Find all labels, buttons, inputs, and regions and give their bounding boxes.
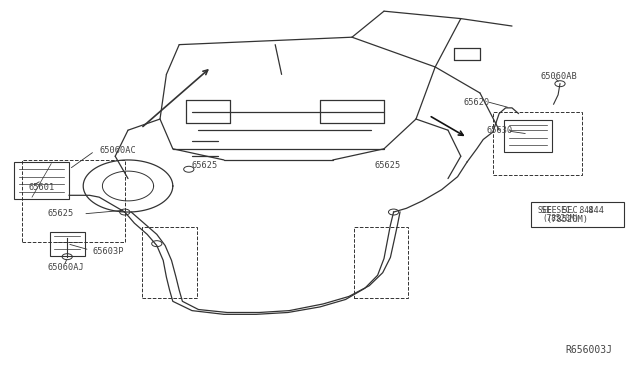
Bar xyxy=(493,112,582,175)
Text: SEE SEC. 844: SEE SEC. 844 xyxy=(541,206,604,215)
Text: (78520M): (78520M) xyxy=(546,215,588,224)
Text: 65603P: 65603P xyxy=(93,247,124,256)
Bar xyxy=(50,231,85,256)
Text: 65625: 65625 xyxy=(48,209,74,218)
Text: 65620: 65620 xyxy=(464,98,490,107)
Text: R656003J: R656003J xyxy=(565,345,612,355)
Bar xyxy=(143,227,197,298)
Text: 65060AB: 65060AB xyxy=(541,72,577,81)
Text: 65625: 65625 xyxy=(192,161,218,170)
Bar xyxy=(504,120,552,152)
Bar xyxy=(354,227,408,298)
Text: 65060AJ: 65060AJ xyxy=(48,263,84,272)
Text: SEE SEC. 844: SEE SEC. 844 xyxy=(538,206,593,215)
Text: (78520M): (78520M) xyxy=(543,214,580,223)
Bar xyxy=(14,162,69,199)
Text: 65060AC: 65060AC xyxy=(99,146,136,155)
Text: 65630: 65630 xyxy=(486,126,513,135)
Text: 65625: 65625 xyxy=(374,161,401,170)
Bar xyxy=(22,160,125,242)
Text: 65601: 65601 xyxy=(29,183,55,192)
